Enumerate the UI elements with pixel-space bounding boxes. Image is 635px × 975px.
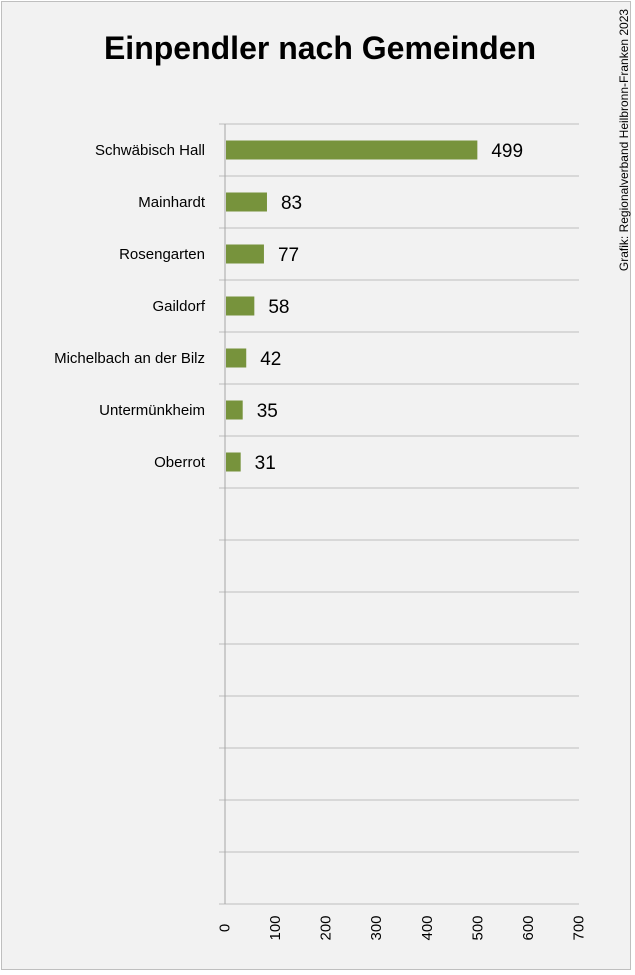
- category-label: Rosengarten: [119, 246, 205, 263]
- category-label: Michelbach an der Bilz: [54, 350, 205, 367]
- value-labels: 499 83 77 58 42 35 31: [255, 141, 523, 474]
- category-label: Mainhardt: [138, 194, 206, 211]
- bar: [226, 192, 267, 212]
- bar: [226, 400, 243, 420]
- x-tick-label: 0: [217, 924, 234, 932]
- value-label: 31: [255, 453, 276, 474]
- gridlines: [219, 123, 579, 905]
- x-tick-label: 500: [469, 915, 486, 940]
- value-label: 77: [278, 245, 299, 266]
- bar: [226, 140, 478, 160]
- bar: [226, 244, 264, 264]
- value-label: 42: [260, 349, 281, 370]
- bar: [226, 452, 241, 472]
- category-label: Untermünkheim: [99, 402, 205, 419]
- category-label: Schwäbisch Hall: [95, 142, 205, 159]
- category-labels: Schwäbisch Hall Mainhardt Rosengarten Gaild…: [54, 142, 206, 471]
- value-label: 35: [257, 401, 278, 422]
- bar: [226, 348, 247, 368]
- bar: [226, 296, 255, 316]
- x-tick-label: 200: [318, 915, 335, 940]
- value-label: 499: [491, 141, 523, 162]
- x-tick-label: 400: [419, 915, 436, 940]
- bars: [226, 140, 478, 472]
- chart-title: Einpendler nach Gemeinden: [103, 30, 537, 66]
- x-tick-label: 700: [571, 915, 588, 940]
- category-label: Oberrot: [154, 454, 206, 471]
- x-tick-label: 100: [267, 915, 284, 940]
- category-label: Gaildorf: [152, 298, 205, 315]
- value-label: 58: [268, 297, 289, 318]
- value-label: 83: [281, 193, 302, 214]
- x-tick-label: 600: [520, 915, 537, 940]
- x-tick-label: 300: [368, 915, 385, 940]
- tick-labels: 0 100 200 300 400 500 600 700: [217, 915, 588, 940]
